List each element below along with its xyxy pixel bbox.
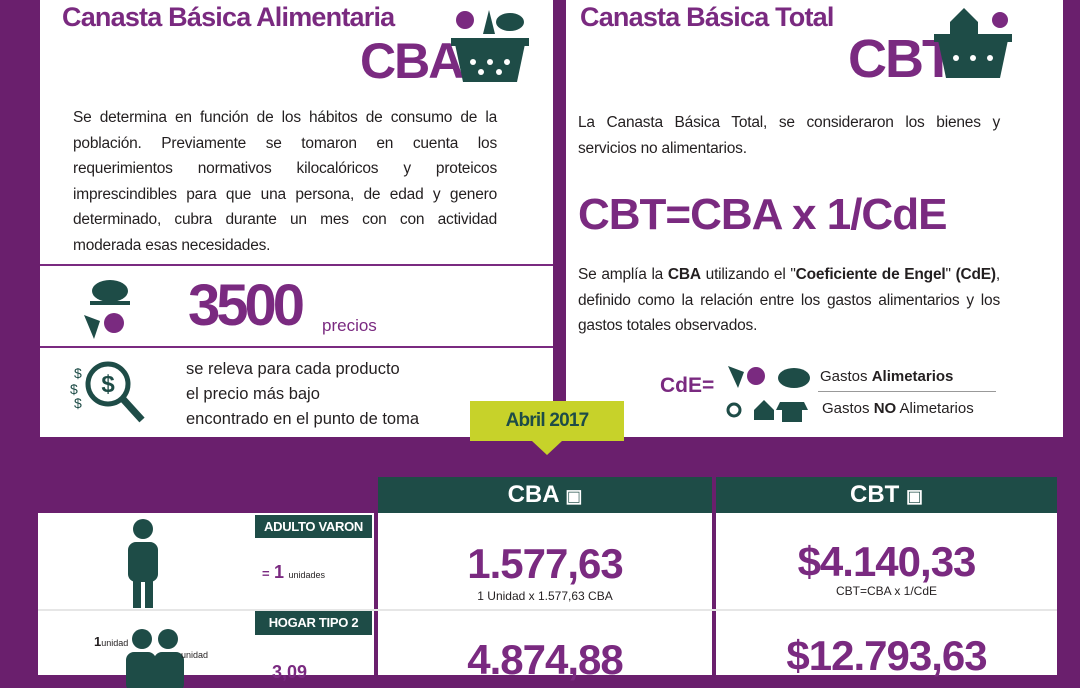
svg-text:$: $ (70, 381, 78, 397)
method: se releva para cada producto el precio m… (186, 357, 419, 432)
left-title: Canasta Básica Alimentaria (62, 2, 395, 32)
basket-icon (451, 10, 529, 82)
right-title: Canasta Básica Total (580, 2, 834, 32)
divider (40, 346, 553, 348)
expense-icons (726, 366, 810, 422)
count: 3500 (188, 273, 305, 338)
svg-text:$: $ (74, 365, 82, 381)
badge-shape (470, 401, 624, 455)
cbt-note: CBT=CBA x 1/CdE (835, 584, 938, 598)
row-divider (38, 609, 1057, 611)
row-label: HOGAR TIPO 2 (255, 611, 372, 635)
text: , definido como la relación entre los ga… (578, 266, 1000, 334)
text: Alimetarios (871, 368, 954, 385)
cba-value: 1.577,63 (467, 540, 624, 587)
text: Alimetarios (899, 400, 974, 417)
cbt-value: $12.793,63 (786, 632, 987, 679)
text: 1 (274, 562, 285, 582)
text: Gastos (820, 368, 868, 385)
text: " (945, 266, 956, 283)
text: (CdE) (955, 266, 997, 283)
column-divider (712, 513, 716, 675)
table-header: CBA ▣ (378, 477, 712, 513)
household-icon (126, 629, 184, 688)
count-unit: precios (322, 316, 377, 335)
separator (818, 391, 996, 392)
table-body (38, 513, 1057, 675)
text: unidades (288, 570, 326, 580)
left-description: Se determina en función de los hábitos d… (73, 109, 497, 254)
cba-value: 4.874,88 (467, 636, 624, 683)
text: unidad (101, 638, 129, 648)
table-header: CBT ▣ (716, 477, 1057, 513)
svg-text:$: $ (74, 395, 82, 411)
food-expenses: Gastos Alimetarios (820, 368, 953, 385)
price-search-icon: $ $$$ (70, 361, 145, 423)
text: Gastos (822, 400, 870, 417)
svg-text:$: $ (101, 371, 115, 398)
method-line: se releva para cada producto (186, 360, 400, 378)
text: NO (873, 400, 897, 417)
person-icon (128, 519, 158, 608)
member-unit: 1unidad (94, 634, 128, 649)
formula: CBT=CBA x 1/CdE (578, 190, 947, 239)
text: Se amplía la (578, 266, 668, 283)
engel-text: Se amplía la CBA utilizando el "Coeficie… (578, 262, 1000, 339)
text: CBA (667, 266, 701, 283)
units: 3,09 (272, 662, 308, 682)
column-divider (374, 513, 378, 675)
left-acronym: CBA (360, 33, 464, 89)
method-line: el precio más bajo (186, 385, 320, 403)
text: Coeficiente de Engel (795, 266, 946, 283)
method-line: encontrado en el punto de toma (186, 410, 420, 428)
units: = 1 unidades (262, 562, 325, 583)
cba-note: 1 Unidad x 1.577,63 CBA (477, 589, 613, 603)
member-unit: unidad (181, 650, 209, 660)
header-text: CBA (507, 481, 559, 508)
right-description: La Canasta Básica Total, se consideraron… (578, 114, 1000, 157)
cbt-value: $4.140,33 (797, 538, 977, 585)
basket-icon (934, 8, 1012, 78)
cde-label: CdE= (660, 374, 715, 397)
text: utilizando el " (700, 266, 796, 283)
food-icon (84, 280, 130, 339)
header-text: CBT (849, 481, 900, 508)
nonfood-expenses: Gastos NO Alimetarios (822, 400, 974, 417)
row-label: ADULTO VARON (255, 515, 372, 538)
divider (40, 264, 553, 266)
text: = (262, 566, 270, 581)
badge: Abril 2017 (505, 410, 590, 431)
text: 1 (94, 634, 102, 649)
